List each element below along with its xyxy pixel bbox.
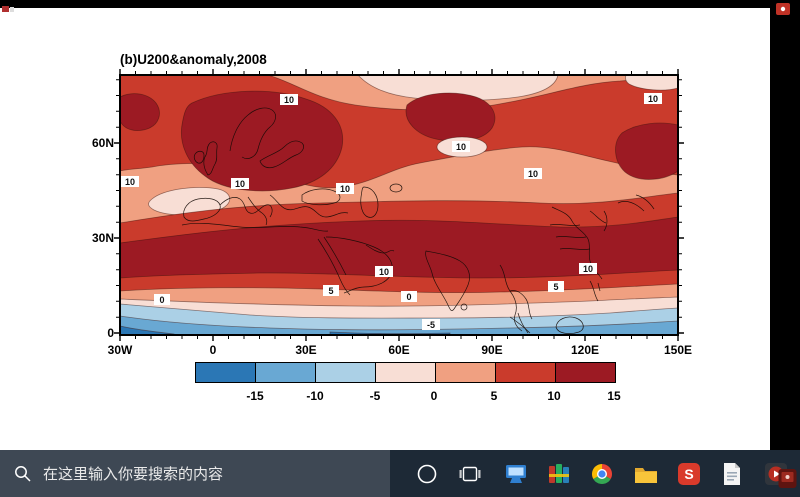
colorbar-label: 15 [607, 389, 621, 403]
colorbar-cell [196, 363, 256, 382]
colorbar [195, 362, 616, 383]
task-view-button[interactable] [448, 450, 492, 497]
map-svg: 10 10 10 10 10 10 10 10 10 5 5 0 0 -5 [114, 69, 684, 341]
band-darkred-right [615, 122, 679, 180]
sogou-icon: S [678, 462, 700, 485]
colorbar-label: -5 [369, 389, 381, 403]
y-axis-label: 30N [91, 231, 114, 245]
sogou-letter: S [684, 466, 693, 482]
contour-label: 5 [553, 282, 558, 292]
colorbar-label: 0 [430, 389, 438, 403]
contour-label: 5 [328, 286, 333, 296]
task-view-icon [459, 466, 481, 481]
map-frame [119, 74, 679, 336]
document-icon [724, 462, 740, 485]
x-axis-label: 150E [663, 343, 693, 357]
chrome-app-button[interactable] [580, 450, 624, 497]
y-axis-label: 0 [107, 326, 114, 340]
contour-label: 0 [406, 292, 411, 302]
band-darkred-left [119, 93, 160, 131]
contour-label: 10 [235, 179, 245, 189]
cortana-button[interactable] [405, 450, 449, 497]
file-explorer-button[interactable] [624, 450, 668, 497]
document-app-button[interactable] [710, 450, 754, 497]
right-panel-strip [770, 8, 800, 450]
coastlines [181, 107, 655, 334]
contour-label: 10 [379, 267, 389, 277]
books-archive-icon [549, 463, 569, 483]
computer-app-button[interactable] [494, 450, 538, 497]
colorbar-cell [496, 363, 556, 382]
contour-label: 0 [159, 295, 164, 305]
axis-ticks [114, 69, 684, 341]
recorder-tray-button[interactable] [778, 468, 797, 494]
contour-label: 10 [528, 169, 538, 179]
colorbar-label: 10 [547, 389, 561, 403]
colorbar-cell [316, 363, 376, 382]
colorbar-cell [556, 363, 615, 382]
colorbar-label: 5 [490, 389, 498, 403]
band-pale-top-right [625, 74, 679, 91]
colorbar-cell [376, 363, 436, 382]
band-darkred-central [405, 92, 496, 142]
x-axis-label: 60E [388, 343, 410, 357]
colorbar-cell [256, 363, 316, 382]
search-placeholder: 在这里输入你要搜索的内容 [43, 466, 224, 483]
search-icon [14, 465, 31, 482]
contour-labels: 10 10 10 10 10 10 10 10 10 5 5 0 0 -5 [121, 93, 662, 330]
overlay-icon-top-right[interactable] [776, 2, 790, 20]
cortana-icon [417, 464, 437, 483]
sogou-app-button[interactable]: S [667, 450, 711, 497]
plot-title: (b)U200&anomaly,2008 [120, 52, 267, 67]
archive-app-button[interactable] [537, 450, 581, 497]
contour-label: 10 [340, 184, 350, 194]
overlay-icon-top-left[interactable] [2, 0, 14, 12]
x-axis-label: 0 [209, 343, 217, 357]
colorbar-label: -15 [246, 389, 264, 403]
taskbar: 在这里输入你要搜索的内容 [0, 450, 800, 497]
computer-icon [506, 464, 526, 483]
y-axis-label: 60N [91, 136, 114, 150]
colorbar-label: -10 [306, 389, 324, 403]
x-axis-label: 30W [107, 343, 133, 357]
contour-label: 10 [125, 177, 135, 187]
file-explorer-icon [635, 467, 657, 483]
band-midblue [119, 315, 679, 336]
contour-map: 10 10 10 10 10 10 10 10 10 5 5 0 0 -5 [114, 69, 684, 341]
x-axis-label: 90E [481, 343, 503, 357]
colorbar-cell [436, 363, 496, 382]
search-input[interactable]: 在这里输入你要搜索的内容 [0, 450, 390, 497]
chrome-icon [592, 463, 612, 484]
recorder-tray-icon [778, 469, 797, 488]
contour-label: 10 [456, 142, 466, 152]
contour-label: -5 [427, 320, 435, 330]
band-darkred-scandinavia [180, 90, 344, 192]
x-axis-label: 30E [295, 343, 317, 357]
contour-label: 10 [648, 94, 658, 104]
x-axis-label: 120E [570, 343, 600, 357]
contour-label: 10 [284, 95, 294, 105]
contour-label: 10 [583, 264, 593, 274]
